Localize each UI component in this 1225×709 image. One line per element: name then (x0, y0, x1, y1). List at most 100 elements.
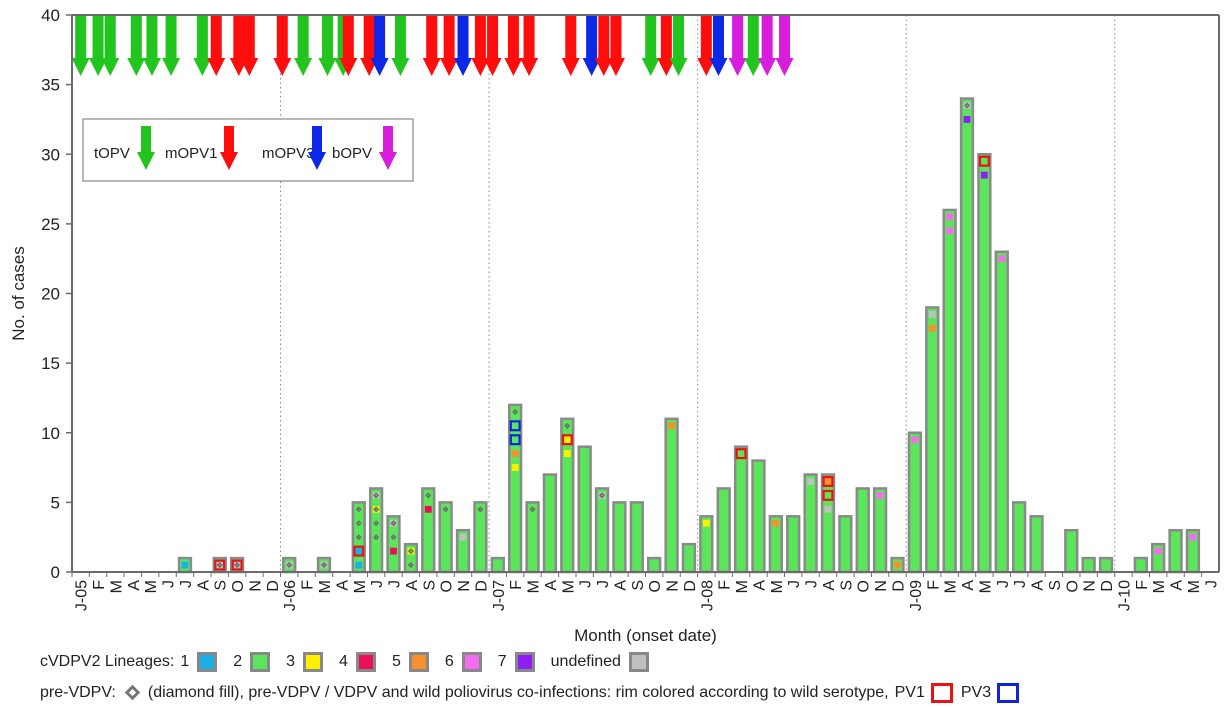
case-box (1189, 533, 1197, 541)
mOPV1-campaign-arrow (207, 16, 226, 76)
case-box (355, 561, 363, 569)
tOPV-legend-arrow-icon (137, 126, 155, 170)
case-box (355, 519, 363, 527)
mOPV1-campaign-arrow (504, 16, 523, 76)
case-box (390, 547, 397, 555)
x-tick-label: N (873, 580, 890, 592)
pre-vdpv-diamond (234, 561, 241, 569)
x-tick-label: A (751, 580, 768, 591)
pv1-label: PV1 (894, 684, 925, 701)
x-tick-label: N (665, 580, 682, 592)
y-tick-label: 35 (41, 76, 60, 95)
lineage-swatch (355, 652, 376, 672)
bar (872, 487, 888, 574)
pre-vdpv-diamond (373, 534, 380, 541)
bar (629, 501, 644, 574)
pre-vdpv-diamond (320, 561, 328, 569)
bar (542, 473, 558, 574)
case-box (563, 436, 571, 444)
x-tick-label: J-06 (282, 580, 299, 611)
y-axis-label: No. of cases (9, 246, 28, 341)
x-tick-label: A (126, 580, 143, 591)
x-tick-label: F (925, 580, 942, 590)
coinfection-rim (978, 155, 990, 167)
case-box (511, 408, 519, 416)
x-tick-label: M (526, 580, 543, 593)
bOPV-campaign-arrow (758, 16, 777, 76)
coinfection-rim (509, 434, 521, 446)
mOPV1-campaign-arrow (697, 16, 716, 76)
x-tick-label: O (647, 580, 664, 592)
case-box (511, 450, 519, 458)
x-tick-label: F (717, 580, 734, 590)
x-tick-label: S (838, 580, 855, 591)
case-box (946, 227, 954, 235)
tOPV-campaign-arrow (318, 16, 337, 76)
pv1-rim-swatch (930, 683, 953, 703)
case-box (824, 478, 832, 485)
case-box (702, 519, 710, 527)
case-box (459, 533, 467, 541)
x-tick-label: O (230, 580, 247, 592)
bar (786, 515, 801, 574)
case-box (998, 255, 1006, 263)
x-tick-label: J (161, 580, 178, 588)
x-tick-label: J-09 (908, 580, 925, 611)
pre-vdpv-diamond (425, 492, 432, 499)
y-tick-label: 30 (41, 145, 60, 164)
coinfection-rim (509, 420, 521, 432)
tOPV-campaign-arrow (127, 16, 146, 76)
bar (681, 542, 697, 574)
tOPV-campaign-arrow (641, 16, 660, 76)
x-tick-label: J (1012, 580, 1029, 588)
case-box (511, 436, 519, 444)
tOPV-campaign-arrow (744, 16, 763, 76)
x-tick-label: A (1169, 580, 1186, 591)
lineage-legend-label: 2 (233, 653, 243, 670)
pre-vdpv-diamond (407, 561, 414, 569)
mOPV1-campaign-arrow (273, 16, 292, 76)
lineage-swatch (250, 652, 271, 672)
lineage-legend-label: 7 (497, 653, 507, 670)
bar (959, 97, 975, 574)
case-box (216, 561, 224, 569)
x-tick-label: M (943, 580, 960, 593)
x-tick-label: A (821, 580, 838, 591)
x-tick-label: J (995, 580, 1012, 588)
bar (490, 556, 505, 574)
lineage-swatch (461, 652, 482, 672)
pre-vdpv-diamond (355, 534, 362, 541)
case-box (1154, 547, 1162, 555)
bar (838, 515, 853, 574)
x-tick-label: M (734, 580, 751, 593)
case-box (807, 478, 815, 485)
mOPV1-campaign-arrow (606, 16, 625, 76)
x-tick-label: F (91, 580, 108, 590)
bOPV-campaign-arrow (728, 16, 747, 76)
x-tick-label: M (560, 580, 577, 593)
mOPV3-campaign-arrow (454, 16, 473, 76)
tOPV-campaign-arrow (391, 16, 410, 76)
case-box (285, 561, 293, 569)
pre-vdpv-diamond (963, 102, 971, 109)
bar (421, 487, 436, 574)
lineage-swatch (303, 652, 324, 672)
y-tick-label: 20 (41, 285, 60, 304)
x-tick-label: N (247, 580, 264, 592)
x-tick-label: J-08 (699, 580, 716, 611)
x-tick-label: D (265, 580, 282, 592)
bar (820, 473, 836, 574)
x-tick-label: O (439, 580, 456, 592)
lineage-swatch (408, 652, 429, 672)
case-box (233, 561, 241, 569)
case-box (894, 561, 901, 569)
mOPV3-campaign-arrow (370, 16, 389, 76)
case-box (668, 422, 675, 430)
tOPV-campaign-arrow (193, 16, 212, 76)
vaccine-legend-label: tOPV (94, 145, 130, 162)
x-tick-label: J (578, 580, 595, 588)
pre-vdpv-diamond (286, 561, 293, 569)
bar (751, 459, 766, 574)
x-tick-label: A (612, 580, 629, 591)
tOPV-campaign-arrow (71, 16, 90, 76)
